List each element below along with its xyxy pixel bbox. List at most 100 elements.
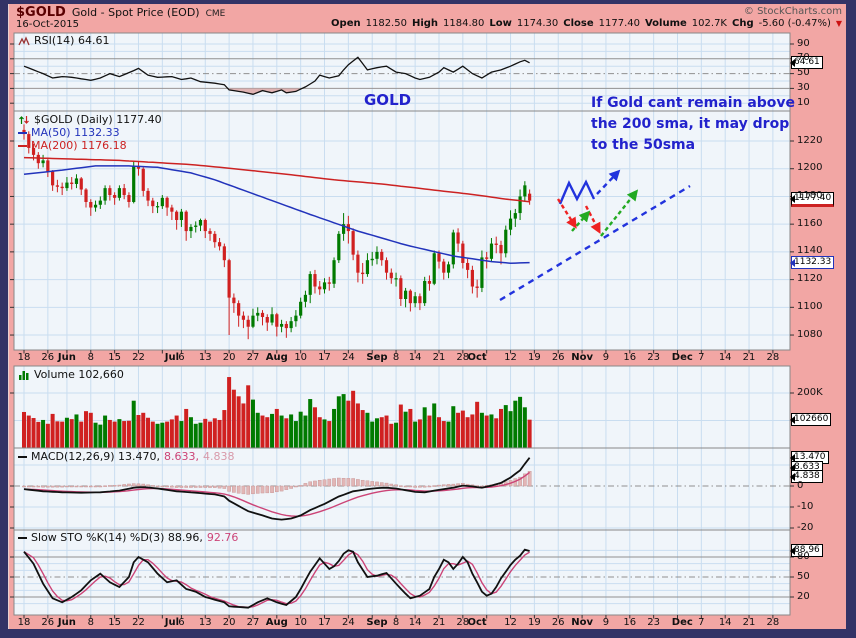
x-tick-label: 9 (602, 352, 610, 363)
y-tick-label: 0 (797, 479, 804, 491)
x-tick-label: 7 (698, 352, 705, 363)
x-tick-label: 19 (528, 617, 541, 628)
x-tick-label: 12 (504, 352, 517, 363)
x-tick-label: 13 (198, 352, 212, 363)
volume-value: 102.7K (691, 18, 727, 29)
x-tick-label: 23 (647, 352, 660, 363)
ma200-legend: MA(200) 1176.18 (18, 139, 127, 152)
macd-legend-label: MACD(12,26,9) 13.470, (31, 450, 161, 463)
x-tick-label: 21 (432, 617, 446, 628)
x-tick-label: Jul (164, 352, 180, 363)
price-arrows-icon (19, 115, 29, 124)
x-tick-label: 26 (41, 617, 55, 628)
x-tick-label: Dec (671, 352, 693, 363)
y-tick-label: 1080 (797, 328, 823, 340)
chart-date: 16-Oct-2015 (16, 19, 79, 30)
ticker-symbol: $GOLD (16, 5, 66, 20)
instrument-name: Gold - Spot Price (EOD) (71, 6, 200, 19)
ma50-legend: MA(50) 1132.33 (18, 126, 120, 139)
x-tick-label: Oct (467, 617, 487, 628)
chg-label: Chg (731, 18, 754, 29)
annotation-trendline (499, 184, 691, 302)
y-tick-label: 1140 (797, 245, 823, 257)
price-annotations (499, 169, 691, 302)
x-tick-label: 7 (698, 617, 705, 628)
annotation-note-line1: If Gold cant remain above (591, 95, 796, 111)
y-tick-label: 1220 (797, 134, 823, 146)
gold-annotation-title: GOLD (364, 91, 412, 109)
x-tick-label: Jun (57, 617, 76, 628)
macd-legend: MACD(12,26,9) 13.470, 8.633, 4.838 (18, 450, 235, 463)
volume-legend: Volume 102,660 (18, 368, 124, 381)
x-tick-label: Dec (671, 617, 693, 628)
high-label: High (411, 18, 439, 29)
y-tick-label: -20 (797, 521, 814, 533)
x-tick-label: 27 (246, 617, 260, 628)
x-tick-label: 28 (766, 617, 780, 628)
x-axis-row-top: 18 26 Jun 8 15 22 Jul 6 13 20 27 Aug 10 17 24 Sep 8 14 21 2… (0, 351, 856, 365)
x-tick-label: 17 (318, 617, 331, 628)
x-tick-label: 15 (108, 352, 121, 363)
rsi-legend-label: RSI(14) 64.61 (34, 34, 110, 47)
annotation-note-line2: the 200 sma, it may drop (591, 116, 790, 132)
macd-hist-value: 4.838 (203, 450, 235, 463)
rsi-value-box: 64.61 (790, 56, 823, 69)
x-tick-label: 20 (222, 617, 236, 628)
last-price-box: 1177.40 (789, 192, 835, 207)
macd-hist-box: 4.838 (790, 470, 823, 483)
quote-bar: Open 1182.50 High 1184.80 Low 1174.30 Cl… (331, 18, 842, 29)
x-tick-label: 18 (17, 352, 31, 363)
x-tick-label: 6 (178, 352, 185, 363)
x-tick-label: 21 (742, 617, 756, 628)
y-tick-label: 90 (797, 37, 810, 49)
x-tick-label: 23 (647, 617, 660, 628)
x-tick-label: 8 (87, 617, 94, 628)
y-tick-label: 30 (797, 81, 810, 93)
ma200-legend-label: MA(200) 1176.18 (31, 139, 127, 152)
macd-line-swatch (18, 455, 27, 458)
x-tick-label: Sep (366, 352, 388, 363)
y-tick-label: 200K (797, 386, 823, 398)
y-tick-label: 70 (797, 52, 810, 64)
y-tick-label: 80 (797, 550, 810, 562)
x-tick-label: 13 (198, 617, 212, 628)
macd-signal-value: 8.633, (164, 450, 200, 463)
y-tick-label: 1180 (797, 189, 823, 201)
exchange-label: CME (205, 9, 226, 19)
x-tick-label: 14 (718, 617, 732, 628)
x-tick-label: Oct (467, 352, 487, 363)
x-tick-label: 28 (456, 617, 470, 628)
x-tick-label: 28 (456, 352, 470, 363)
close-value: 1177.40 (598, 18, 640, 29)
rsi-legend: RSI(14) 64.61 (18, 34, 109, 47)
x-tick-label: 20 (222, 352, 236, 363)
annotation-red-arrow-2 (584, 205, 601, 234)
high-value: 1184.80 (443, 18, 485, 29)
sto-d-value: 92.76 (206, 531, 239, 544)
x-tick-label: 12 (504, 617, 517, 628)
x-tick-label: Aug (265, 617, 288, 628)
x-tick-label: 9 (602, 617, 610, 628)
x-tick-label: 14 (408, 617, 422, 628)
y-tick-label: 20 (797, 590, 810, 602)
volume-label: Volume (644, 18, 687, 29)
ma50-legend-label: MA(50) 1132.33 (31, 126, 120, 139)
x-tick-label: Nov (571, 352, 593, 363)
x-tick-label: 15 (108, 617, 121, 628)
annotation-green-arrow-2 (600, 189, 639, 237)
x-tick-label: Nov (571, 617, 593, 628)
sto-line-swatch (18, 536, 27, 539)
y-tick-label: -10 (797, 500, 814, 512)
x-tick-label: 8 (87, 352, 94, 363)
chg-value: -5.60 (-0.47%) (758, 18, 831, 29)
low-label: Low (489, 18, 512, 29)
x-tick-label: 14 (718, 352, 732, 363)
x-tick-label: 26 (551, 352, 565, 363)
x-tick-label: 22 (132, 352, 145, 363)
x-tick-label: 16 (623, 617, 637, 628)
ma50-value-box: 1132.33 (789, 256, 835, 269)
x-tick-label: Jun (57, 352, 76, 363)
open-value: 1182.50 (365, 18, 407, 29)
x-tick-label: 24 (342, 617, 355, 628)
y-tick-label: 1100 (797, 300, 823, 312)
